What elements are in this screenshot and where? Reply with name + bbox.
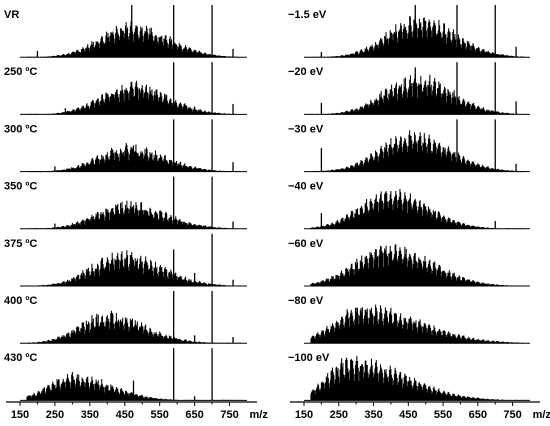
spectrum-panel: −1.5 eV (288, 5, 530, 58)
spectrum-peaks (310, 244, 525, 286)
spectrum-panel: 250 ºC (4, 62, 247, 115)
spectrum-peaks (310, 73, 525, 115)
panel-label: 375 ºC (4, 238, 37, 250)
panel-label: 400 ºC (4, 295, 37, 307)
x-tick-label: 150 (295, 409, 313, 421)
spectrum-panel: −20 eV (288, 62, 530, 115)
panel-label: 350 ºC (4, 181, 37, 193)
panel-label: −100 eV (288, 352, 330, 364)
panel-label: 250 ºC (4, 66, 37, 78)
spectrum-panel: −60 eV (288, 238, 530, 287)
panel-label: −60 eV (288, 238, 324, 250)
x-tick-label: 450 (399, 409, 417, 421)
spectrum-peaks (26, 80, 242, 115)
x-tick-label: 650 (185, 409, 203, 421)
x-tick-label: 750 (503, 409, 521, 421)
spectrum-peaks (26, 143, 242, 172)
x-tick-label: 750 (220, 409, 238, 421)
panel-label: −30 eV (288, 123, 324, 135)
x-axis-unit: m/z (250, 409, 269, 421)
panel-label: 300 ºC (4, 123, 37, 135)
spectrum-panel: −40 eV (288, 181, 530, 230)
spectrum-peaks (26, 371, 242, 401)
spectrum-panel: 375 ºC (4, 233, 247, 287)
spectrum-peaks (310, 130, 525, 172)
spectrum-peaks (26, 250, 242, 286)
x-axis: 150 250 350 450 550 650 750 m/z (290, 401, 550, 421)
spectrum-peaks (310, 189, 525, 229)
spectrum-peaks (310, 304, 525, 344)
x-tick-label: 150 (11, 409, 29, 421)
x-axis: 150 250 350 450 550 650 750 m/z (6, 401, 269, 421)
spectrum-panel: −100 eV (288, 352, 530, 401)
panel-label: −1.5 eV (288, 9, 327, 21)
spectrum-panel: 300 ºC (4, 119, 247, 173)
x-tick-label: 550 (434, 409, 452, 421)
panel-label: −40 eV (288, 181, 324, 193)
x-tick-label: 250 (46, 409, 64, 421)
spectrum-peaks (26, 200, 242, 229)
panel-label: −80 eV (288, 295, 324, 307)
x-tick-label: 350 (364, 409, 382, 421)
spectrum-panel: 430 ºC (4, 348, 247, 401)
spectrum-panel: −80 eV (288, 295, 530, 344)
spectrum-panel: VR (4, 5, 247, 58)
spectrum-peaks (26, 21, 242, 58)
spectrum-panel: 350 ºC (4, 176, 247, 230)
x-tick-label: 450 (116, 409, 134, 421)
panel-label: VR (4, 9, 19, 21)
spectrum-peaks (310, 15, 525, 58)
spectrum-peaks (310, 355, 525, 401)
spectrum-panel: −30 eV (288, 119, 530, 173)
panel-label: 430 ºC (4, 352, 37, 364)
x-tick-label: 350 (81, 409, 99, 421)
panel-label: −20 eV (288, 66, 324, 78)
x-axis-unit: m/z (533, 409, 550, 421)
x-tick-label: 550 (151, 409, 169, 421)
x-tick-label: 650 (469, 409, 487, 421)
spectrum-panel: 400 ºC (4, 291, 247, 344)
x-tick-label: 250 (330, 409, 348, 421)
spectrum-peaks (26, 310, 242, 344)
